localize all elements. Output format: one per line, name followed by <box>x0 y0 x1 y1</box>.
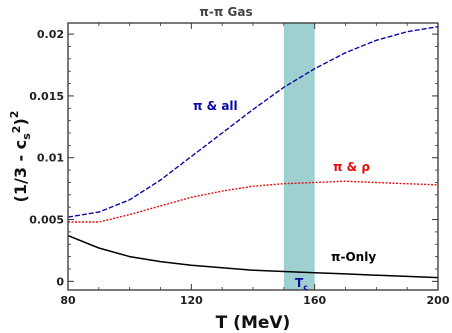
x-axis-label: T (MeV) <box>216 313 291 333</box>
series-line-1 <box>67 26 439 218</box>
y-tick-label: 0.015 <box>29 90 64 103</box>
series-line-2 <box>68 180 439 223</box>
x-tick-label: 80 <box>60 294 76 307</box>
y-tick-label: 0.005 <box>29 214 64 227</box>
y-label-close: ) <box>11 118 30 125</box>
y-label-sup: 2 <box>10 126 23 134</box>
plot-frame <box>67 22 439 291</box>
y-label-outer: 2 <box>8 111 21 119</box>
series-label-pi-rho: π & ρ <box>333 160 370 174</box>
tc-band <box>283 23 315 290</box>
series-label-pi-all: π & all <box>193 99 238 113</box>
ticks-layer: 80 120 160 200 0 0.005 0.01 0.015 0.02 <box>29 23 450 307</box>
y-tick-label: 0.02 <box>37 28 64 41</box>
y-axis-label: (1/3 - cs2)2 <box>8 111 33 203</box>
chart-title: π-π Gas <box>199 5 252 19</box>
tc-label: Tc <box>295 276 308 292</box>
series-layer <box>67 26 439 279</box>
y-label-open: (1/3 - c <box>11 140 30 203</box>
x-tick-label: 160 <box>303 294 326 307</box>
tc-label-main: T <box>295 276 304 290</box>
x-tick-label: 120 <box>180 294 203 307</box>
x-tick-label: 200 <box>427 294 450 307</box>
y-tick-label: 0 <box>56 275 64 288</box>
series-label-pi-only: π-Only <box>331 250 376 264</box>
tc-label-sub: c <box>303 283 308 292</box>
series-line-3 <box>67 234 439 279</box>
y-tick-label: 0.01 <box>37 152 64 165</box>
y-label-sub: s <box>20 133 33 140</box>
